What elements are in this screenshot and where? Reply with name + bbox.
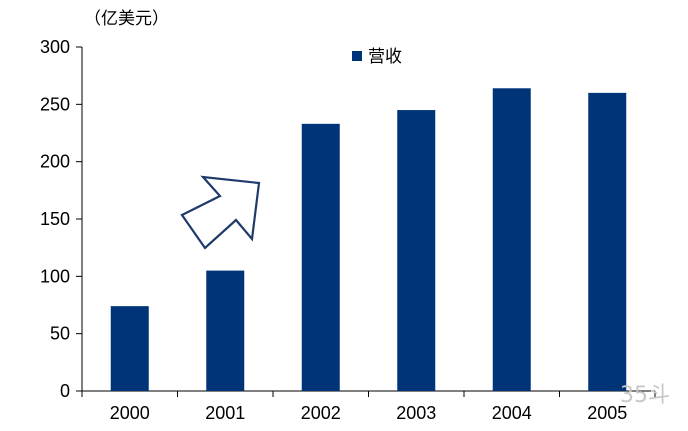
x-tick-label: 2001 xyxy=(205,403,245,423)
legend-label: 营收 xyxy=(368,47,402,67)
y-tick-label: 100 xyxy=(40,266,70,286)
upward-arrow-icon xyxy=(180,175,261,250)
x-tick-label: 2003 xyxy=(396,403,436,423)
y-tick-label: 300 xyxy=(40,37,70,57)
bar-2003 xyxy=(397,110,436,392)
x-tick-label: 2000 xyxy=(110,403,150,423)
bar-2004 xyxy=(492,88,531,391)
y-tick-label: 150 xyxy=(40,209,70,229)
bar-2001 xyxy=(206,270,245,391)
x-tick-label: 2002 xyxy=(301,403,341,423)
x-tick-label: 2005 xyxy=(587,403,627,423)
y-unit-label: （亿美元） xyxy=(84,9,169,29)
legend-swatch xyxy=(352,51,362,61)
y-tick-label: 50 xyxy=(50,324,70,344)
bar-2002 xyxy=(301,123,340,392)
y-tick-label: 0 xyxy=(60,381,70,401)
y-tick-label: 250 xyxy=(40,94,70,114)
legend: 营收 xyxy=(352,47,402,67)
y-tick-label: 200 xyxy=(40,152,70,172)
x-ticks xyxy=(81,391,656,397)
bar-2000 xyxy=(110,306,149,391)
x-tick-label: 2004 xyxy=(492,403,532,423)
bars xyxy=(110,88,627,392)
y-ticks: 0 50 100 150 200 250 300 xyxy=(40,37,82,401)
x-tick-labels: 2000 2001 2002 2003 2004 2005 xyxy=(110,403,628,423)
watermark-logo: 35斗 xyxy=(620,383,670,408)
bar-2005 xyxy=(588,92,627,391)
